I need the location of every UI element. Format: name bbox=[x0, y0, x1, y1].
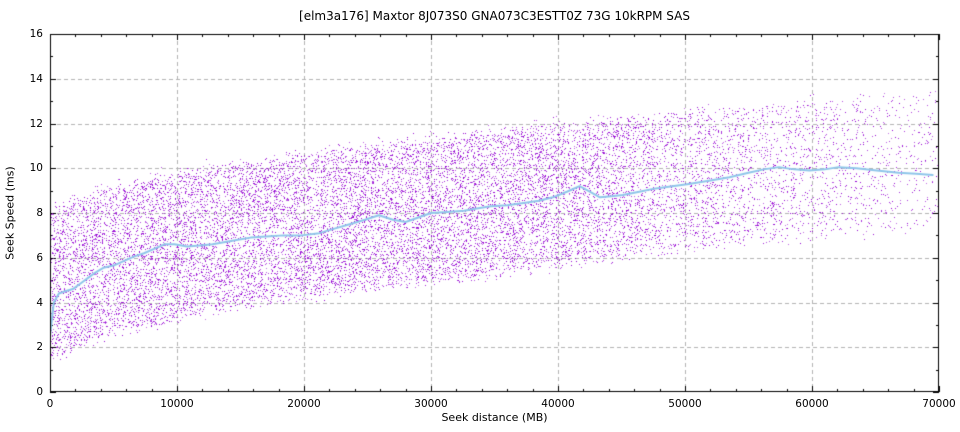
y-tick-label: 0 bbox=[36, 386, 43, 398]
x-tick-label: 30000 bbox=[414, 398, 448, 410]
x-tick-label: 10000 bbox=[160, 398, 194, 410]
x-axis-label: Seek distance (MB) bbox=[441, 411, 548, 424]
x-tick-label: 70000 bbox=[922, 398, 956, 410]
x-tick-label: 50000 bbox=[668, 398, 702, 410]
y-tick-label: 6 bbox=[36, 251, 43, 264]
x-tick-label: 60000 bbox=[795, 398, 829, 410]
x-tick-label: 0 bbox=[46, 398, 54, 410]
y-tick-label: 8 bbox=[36, 207, 43, 219]
y-tick-label: 2 bbox=[36, 341, 43, 354]
y-tick-label: 16 bbox=[29, 28, 43, 40]
y-tick-label: 4 bbox=[36, 296, 43, 309]
y-tick-label: 12 bbox=[29, 117, 43, 130]
x-tick-label: 20000 bbox=[287, 398, 321, 410]
chart-title: [elm3a176] Maxtor 8J073S0 GNA073C3ESTT0Z… bbox=[299, 9, 690, 23]
x-tick-label: 40000 bbox=[541, 398, 575, 410]
y-tick-label: 10 bbox=[29, 162, 43, 175]
y-tick-label: 14 bbox=[29, 72, 43, 85]
